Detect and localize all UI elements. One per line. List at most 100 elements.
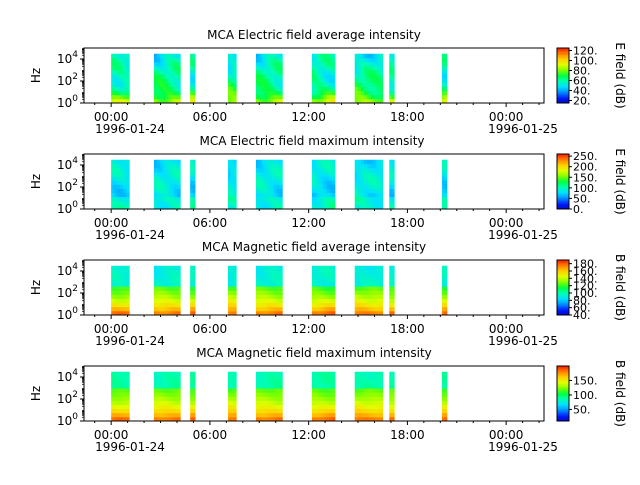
spectrogram-cell (444, 98, 448, 104)
spectrogram-cell (123, 306, 127, 312)
spectrogram-cell (120, 290, 124, 295)
spectrogram-cell (255, 98, 260, 104)
spectrogram-cell (376, 82, 380, 87)
spectrogram-cell (168, 408, 172, 414)
spectrogram-cell (276, 310, 280, 316)
spectrogram-cell (174, 200, 178, 206)
x-tick-label: 18:00 (390, 216, 425, 230)
spectrogram-cell (267, 53, 272, 59)
spectrogram-cell (354, 180, 359, 185)
spectrogram-cell (314, 192, 319, 198)
spectrogram-cell (379, 286, 384, 291)
spectrogram-cell (441, 86, 445, 92)
spectrogram-cell (126, 412, 130, 418)
spectrogram-cell (373, 371, 377, 377)
spectrogram-cell (126, 74, 130, 79)
panel-title: MCA Electric field average intensity (207, 28, 421, 42)
colorbar-segment (557, 293, 569, 295)
spectrogram-cell (120, 176, 124, 181)
spectrogram-cell (111, 61, 115, 67)
spectrogram-cell (360, 282, 365, 287)
spectrogram-cell (332, 176, 336, 181)
spectrogram-cell (258, 176, 263, 181)
spectrogram-cell (117, 82, 121, 87)
spectrogram-cell (323, 196, 327, 202)
spectrogram-cell (314, 163, 319, 169)
spectrogram-cell (117, 265, 121, 271)
spectrogram-cell (153, 90, 158, 96)
spectrogram-cell (120, 265, 124, 271)
spectrogram-cell (370, 90, 374, 96)
colorbar-segment (557, 96, 569, 98)
spectrogram-cell (126, 404, 130, 410)
spectrogram-cell (159, 172, 164, 177)
colorbar: 0.50.100.150.200.250. E field (dB) (556, 148, 627, 216)
spectrogram-cell (168, 273, 172, 279)
spectrogram-cell (373, 82, 377, 87)
spectrogram-cell (270, 184, 274, 189)
spectrogram-cell (329, 375, 333, 381)
spectrogram-cell (190, 196, 194, 202)
spectrogram-cell (354, 298, 359, 304)
spectrogram-cell (258, 200, 263, 206)
spectrogram-cell (162, 159, 167, 165)
spectrogram-cell (174, 192, 178, 198)
spectrogram-cell (357, 176, 362, 181)
spectrogram-cell (162, 273, 167, 279)
spectrogram-cell (367, 176, 371, 181)
spectrogram-cell (317, 392, 321, 397)
spectrogram-cell (360, 375, 365, 381)
spectrogram-cell (114, 286, 118, 291)
spectrogram-cell (373, 200, 377, 206)
spectrogram-cell (111, 70, 115, 75)
spectrogram-cell (153, 78, 158, 83)
spectrogram-cell (126, 269, 130, 275)
spectrogram-cell (367, 98, 371, 104)
spectrogram-cell (174, 180, 178, 185)
spectrogram-cell (354, 66, 359, 71)
colorbar-segment (557, 390, 569, 393)
spectrogram-cell (255, 172, 260, 177)
spectrogram-cell (323, 180, 327, 185)
colorbar-tick-label: 50. (573, 403, 591, 416)
colorbar-tick-label: 120. (573, 45, 598, 58)
spectrogram-cell (376, 400, 380, 405)
spectrogram-cell (192, 298, 196, 304)
spectrogram-cell (261, 188, 266, 193)
spectrogram-cell (192, 265, 196, 271)
spectrogram-cell (162, 192, 167, 198)
colorbar-label: B field (dB) (613, 254, 627, 321)
spectrogram-cell (126, 82, 130, 87)
spectrogram-cell (123, 379, 127, 385)
spectrogram-cell (162, 196, 167, 202)
spectrogram-cell (320, 392, 324, 397)
spectrogram-cell (165, 184, 169, 189)
spectrogram-cell (376, 204, 380, 210)
spectrogram-cell (177, 184, 181, 189)
spectrogram-cell (258, 384, 263, 389)
spectrogram-cell (276, 388, 280, 393)
spectrogram-cell (360, 416, 365, 422)
spectrogram-cell (168, 82, 172, 87)
spectrogram-cell (190, 306, 194, 312)
spectrogram-cell (360, 57, 365, 63)
spectrogram-cell (165, 74, 169, 79)
spectrogram-cell (329, 163, 333, 169)
spectrogram-cell (332, 310, 336, 316)
spectrogram-cell (367, 306, 371, 312)
spectrogram-cell (360, 265, 365, 271)
spectrogram-cell (332, 163, 336, 169)
spectrogram-cell (391, 192, 395, 198)
colorbar-segment (557, 65, 569, 68)
spectrogram-cell (354, 392, 359, 397)
spectrogram-cell (162, 412, 167, 418)
spectrogram-cell (332, 204, 336, 210)
spectrogram-cell (329, 404, 333, 410)
spectrogram-cell (264, 57, 269, 63)
spectrogram-cell (317, 78, 321, 83)
spectrogram-cell (370, 412, 374, 418)
spectrogram-cell (159, 53, 164, 59)
spectrogram-cell (123, 94, 127, 100)
spectrogram-cell (329, 310, 333, 316)
spectrogram-cell (177, 86, 181, 92)
